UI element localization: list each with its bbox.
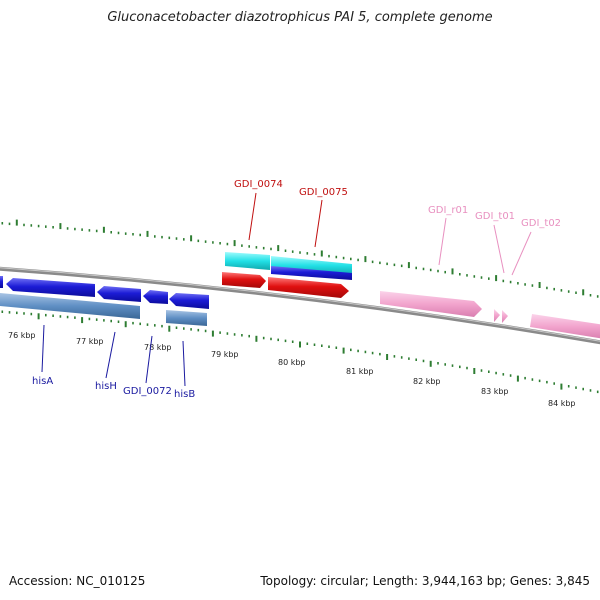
ruler-label-81: 81 kbp: [346, 367, 374, 376]
ruler-label-79: 79 kbp: [211, 350, 239, 359]
label-GDI_t01[interactable]: GDI_t01: [475, 211, 515, 222]
label-hisB[interactable]: hisB: [174, 389, 195, 400]
cds-bar-GDI_0075-blue[interactable]: [271, 266, 352, 280]
leader-GDI_0075: [314, 199, 323, 248]
leader-GDI_r01: [438, 217, 447, 266]
label-GDI_0074[interactable]: GDI_0074: [234, 179, 283, 190]
leader-GDI_t02: [511, 231, 532, 276]
ruler-label-78: 78 kbp: [144, 343, 172, 352]
genome-backbone-highlight: [0, 267, 600, 342]
ruler-label-83: 83 kbp: [481, 387, 509, 396]
label-GDI_0075[interactable]: GDI_0075: [299, 187, 348, 198]
cds-arrow-hisA[interactable]: [6, 278, 95, 297]
map-title: Gluconacetobacter diazotrophicus PAI 5, …: [107, 10, 493, 25]
gene-bar-hisA-hisH[interactable]: [0, 293, 140, 319]
cds-track-red: [222, 272, 349, 298]
leader-GDI_0074: [248, 192, 257, 241]
leader-hisA: [41, 324, 45, 373]
gene-track-cyan: [225, 252, 352, 280]
outer-tick-row: [1, 219, 599, 298]
gene-bar-hisB[interactable]: [166, 310, 207, 326]
genome-backbone-line: [0, 266, 600, 345]
ruler-label-80: 80 kbp: [278, 358, 306, 367]
genome-summary-text: Topology: circular; Length: 3,944,163 bp…: [260, 574, 590, 588]
ruler-label-77: 77 kbp: [76, 337, 104, 346]
ruler-label-84: 84 kbp: [548, 399, 576, 408]
cds-arrow-partial[interactable]: [0, 276, 3, 288]
trna-arrow-GDI_t01[interactable]: [494, 309, 500, 322]
label-GDI_r01[interactable]: GDI_r01: [428, 205, 468, 216]
rna-arrow-GDI_r01[interactable]: [380, 291, 482, 317]
cds-arrow-hisB[interactable]: [169, 293, 209, 309]
leader-hisH: [105, 331, 116, 379]
label-hisA[interactable]: hisA: [32, 376, 53, 387]
rna-track-pink: [380, 291, 600, 339]
inner-tick-row: [1, 310, 599, 394]
gene-bar-GDI_0075[interactable]: [271, 256, 352, 275]
label-hisH[interactable]: hisH: [95, 381, 117, 392]
leader-GDI_0072: [145, 335, 153, 384]
label-GDI_t02[interactable]: GDI_t02: [521, 218, 561, 229]
accession-text: Accession: NC_010125: [9, 574, 146, 588]
ruler-label-76: 76 kbp: [8, 331, 36, 340]
cds-arrow-hisH[interactable]: [97, 286, 141, 302]
gene-bar-GDI_0074[interactable]: [225, 252, 270, 270]
cds-arrow-GDI_0072[interactable]: [143, 290, 168, 304]
rna-arrow-right-partial[interactable]: [530, 314, 600, 339]
label-GDI_0072[interactable]: GDI_0072: [123, 386, 172, 397]
leader-hisB: [182, 340, 186, 387]
gene-track-steelblue: [0, 293, 207, 326]
trna-arrow-GDI_t02[interactable]: [502, 310, 508, 323]
ruler-label-82: 82 kbp: [413, 377, 441, 386]
cds-arrow-GDI_0075[interactable]: [268, 277, 349, 298]
cds-track-blue: [0, 276, 209, 309]
cds-arrow-GDI_0074[interactable]: [222, 272, 266, 288]
leader-GDI_t01: [493, 224, 505, 274]
